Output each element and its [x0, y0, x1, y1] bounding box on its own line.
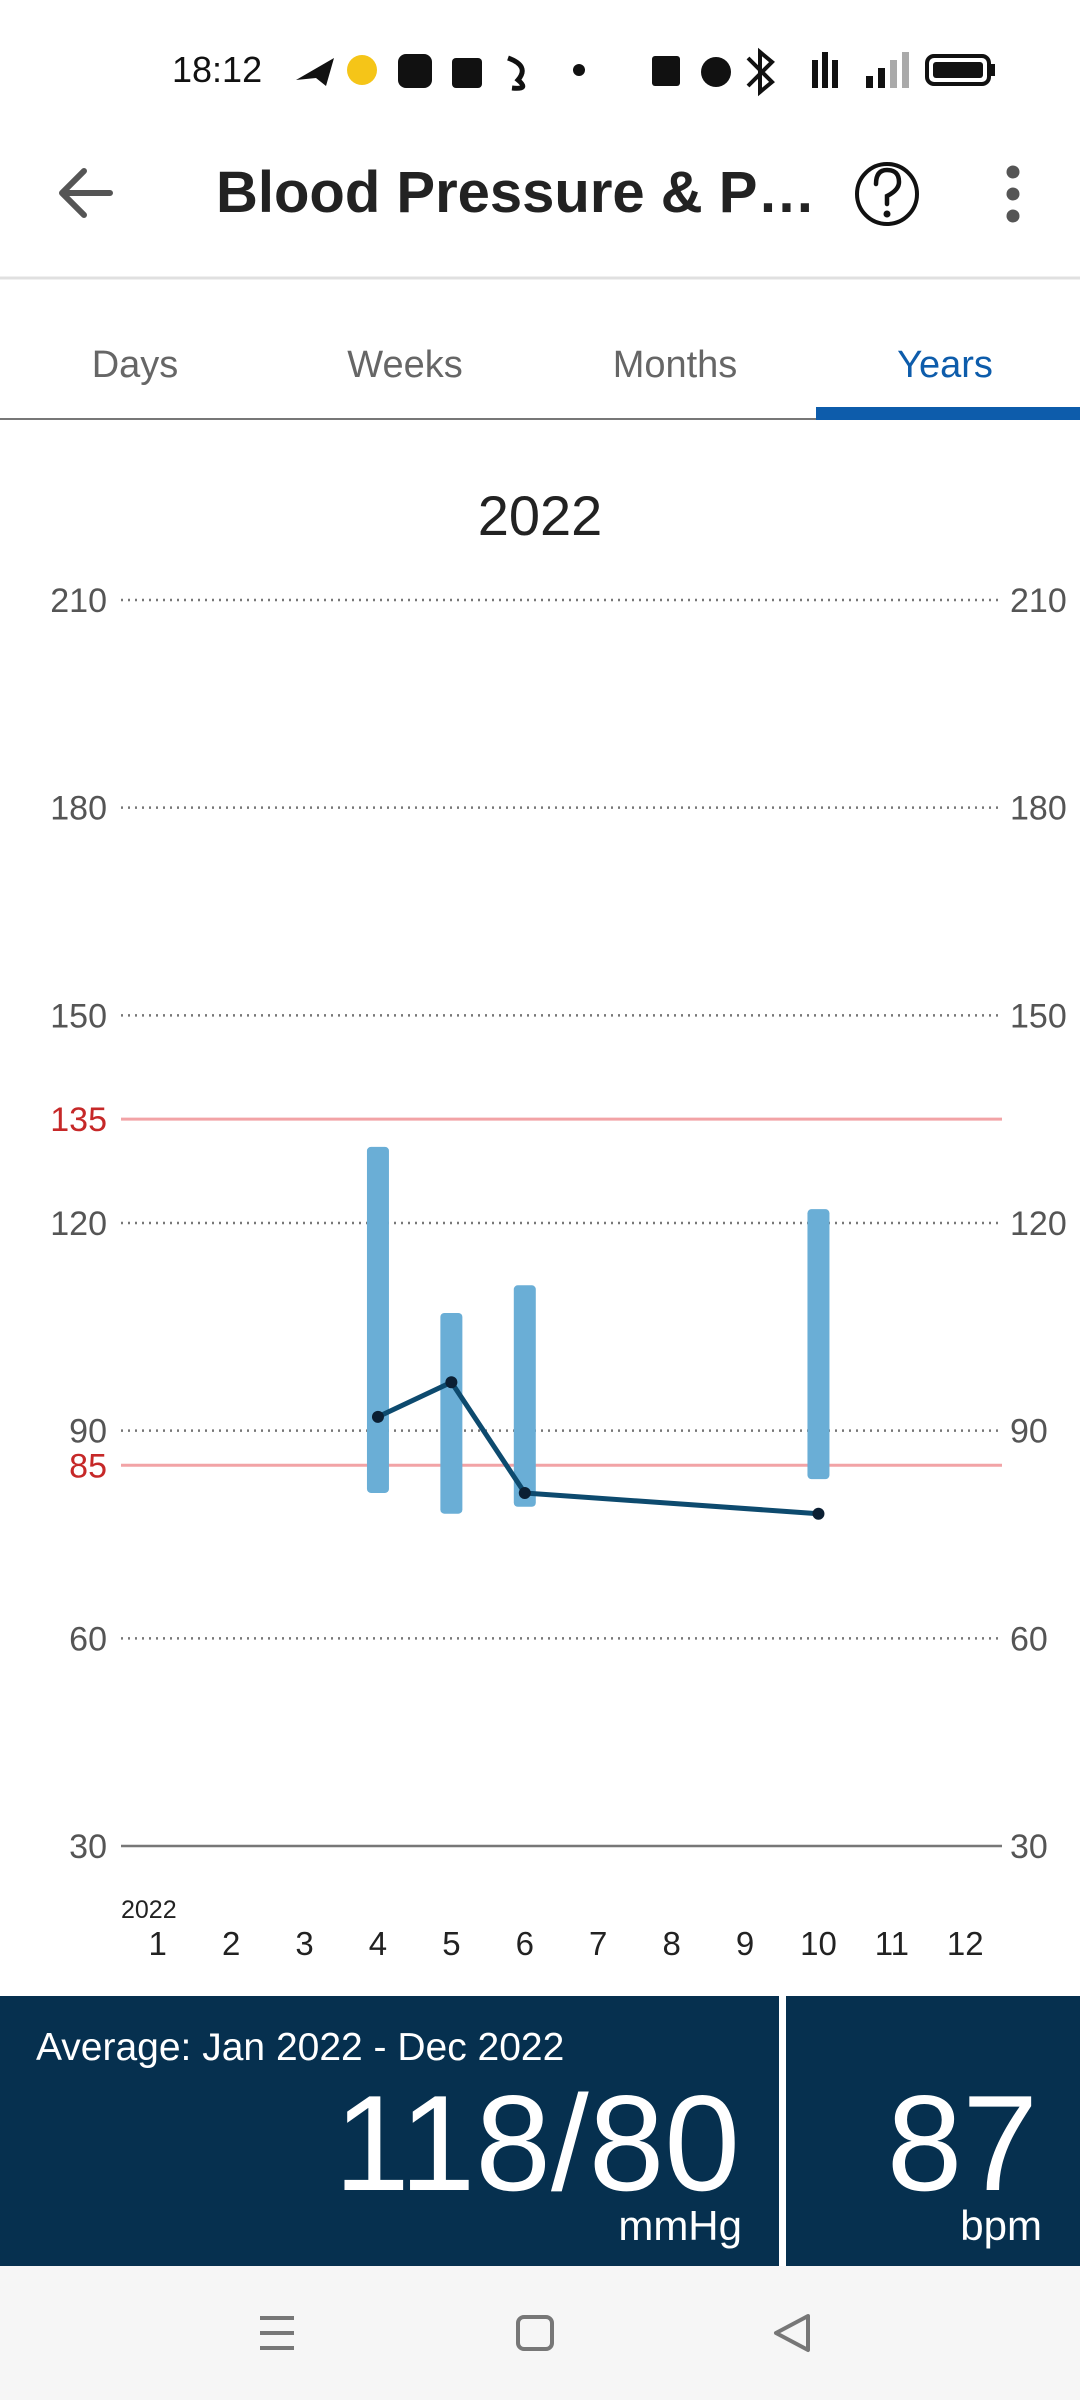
- x-tick-label: 4: [369, 1925, 387, 1962]
- notification-icon: [507, 55, 526, 91]
- battery-icon: [925, 54, 991, 86]
- tab[interactable]: Years: [897, 344, 993, 386]
- notification-icon: [452, 58, 482, 88]
- pulse-point: [518, 1486, 531, 1499]
- x-tick-label: 5: [442, 1925, 460, 1962]
- y-tick-label: 210: [50, 582, 107, 620]
- tab[interactable]: Days: [92, 344, 179, 386]
- notification-icon: [347, 55, 377, 85]
- more-dot: [1006, 209, 1020, 223]
- x-tick-label: 8: [662, 1925, 680, 1962]
- x-tick-label: 6: [516, 1925, 534, 1962]
- x-tick-label: 1: [149, 1925, 167, 1962]
- x-tick-label: 10: [800, 1925, 837, 1962]
- notification-icon: [398, 54, 432, 88]
- nav-back[interactable]: [774, 2314, 810, 2352]
- status-icons: [296, 47, 995, 97]
- y-tick-label: 60: [69, 1620, 107, 1658]
- range-bar: [807, 1209, 830, 1480]
- range-bar: [513, 1285, 536, 1507]
- x-tick-label: 9: [736, 1925, 754, 1962]
- y-tick-label: 180: [50, 790, 107, 828]
- x-year-label: 2022: [121, 1896, 177, 1924]
- signal-icon: [902, 52, 909, 88]
- y2-tick-label: 90: [1010, 1413, 1048, 1451]
- signal-icon: [822, 52, 828, 88]
- summary-bp-unit: mmHg: [618, 2202, 742, 2249]
- pulse-point: [445, 1376, 458, 1389]
- more-dot: [1006, 165, 1020, 179]
- range-bar: [366, 1146, 389, 1493]
- more-dot: [1006, 187, 1020, 201]
- y-tick-label: 90: [69, 1413, 107, 1451]
- y-tick-label: 120: [50, 1205, 107, 1243]
- battery-tip: [991, 64, 995, 76]
- nav-menu[interactable]: [260, 2316, 294, 2350]
- notification-icon: [296, 58, 334, 86]
- battery-level: [933, 62, 983, 78]
- x-tick-label: 2: [222, 1925, 240, 1962]
- y2-tick-label: 150: [1010, 997, 1067, 1035]
- signal-icon: [878, 68, 885, 88]
- x-tick-label: 12: [947, 1925, 984, 1962]
- status-time: 18:12: [172, 49, 262, 90]
- help-circle: [855, 162, 919, 226]
- y2-tick-label: 180: [1010, 790, 1067, 828]
- y-tick-label: 150: [50, 997, 107, 1035]
- more-button[interactable]: [1006, 165, 1020, 223]
- chart-title: 2022: [478, 484, 603, 547]
- tab[interactable]: Months: [613, 344, 738, 386]
- nfc-icon: [652, 56, 680, 86]
- range-bar: [440, 1312, 463, 1514]
- tab-indicator: [816, 407, 1080, 420]
- tab[interactable]: Weeks: [347, 344, 462, 386]
- help-glyph: [883, 210, 891, 218]
- y2-tick-label: 60: [1010, 1620, 1048, 1658]
- signal-icon: [890, 60, 897, 88]
- y2-tick-label: 210: [1010, 582, 1067, 620]
- bluetooth-icon: [746, 47, 775, 97]
- pulse-line: [376, 1379, 819, 1517]
- y2-tick-label: 120: [1010, 1205, 1067, 1243]
- x-tick-label: 3: [295, 1925, 313, 1962]
- pulse-point: [371, 1410, 384, 1423]
- app-bar: [0, 140, 1080, 278]
- pulse-point: [812, 1507, 825, 1520]
- summary-pulse-panel: [786, 1996, 1080, 2266]
- help-glyph: [873, 167, 902, 207]
- notification-dot: [573, 64, 585, 76]
- back-button[interactable]: [59, 168, 113, 218]
- chart: 3060901201501802103060901201501802101358…: [50, 582, 1066, 1962]
- help-button[interactable]: [855, 162, 919, 226]
- summary-pulse: 87: [887, 2067, 1038, 2219]
- summary-label: Average: Jan 2022 - Dec 2022: [36, 2026, 564, 2069]
- summary-bp-panel: [0, 1996, 779, 2266]
- nav-bar: [0, 2266, 1080, 2400]
- x-tick-label: 7: [589, 1925, 607, 1962]
- reference-label: 135: [50, 1101, 107, 1139]
- summary-pulse-unit: bpm: [960, 2202, 1042, 2249]
- signal-icon: [812, 60, 818, 88]
- tab-bar: Days Weeks Months Years: [92, 344, 1080, 420]
- nav-home[interactable]: [516, 2315, 554, 2351]
- signal-icon: [832, 60, 838, 88]
- summary-bp: 118/80: [334, 2067, 740, 2219]
- app-title: Blood Pressure & P…: [216, 160, 815, 225]
- x-tick-label: 11: [875, 1925, 909, 1962]
- alarm-icon: [701, 57, 731, 87]
- reference-label: 85: [69, 1447, 107, 1485]
- y-tick-label: 30: [69, 1828, 107, 1866]
- y2-tick-label: 30: [1010, 1828, 1048, 1866]
- signal-icon: [866, 76, 873, 88]
